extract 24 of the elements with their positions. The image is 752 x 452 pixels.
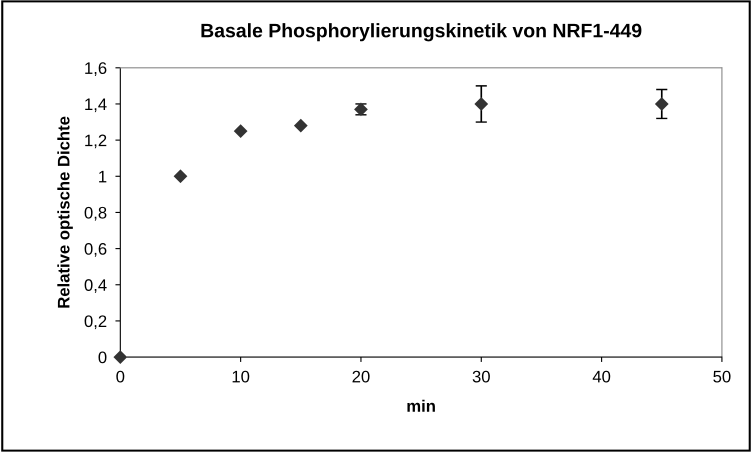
x-tick-label: 50 xyxy=(713,370,731,383)
y-tick-label: 1 xyxy=(99,170,106,182)
point xyxy=(114,350,127,364)
x-tick-label: 30 xyxy=(472,370,490,383)
point xyxy=(294,119,308,132)
x-tick-label: 20 xyxy=(352,370,370,383)
y-tick-label: 0,4 xyxy=(84,279,107,293)
y-axis-title: Relative optische Dichte xyxy=(57,116,73,308)
y-tick-label: 0 xyxy=(98,351,106,364)
chart-title: Basale Phosphorylierungskinetik von NRF1-449 xyxy=(201,23,642,42)
y-tick-label: 0,6 xyxy=(84,243,106,257)
y-tick-label: 0,8 xyxy=(84,206,106,221)
point xyxy=(474,97,488,111)
point xyxy=(655,97,668,111)
y-tick-label: 1,4 xyxy=(85,98,107,112)
x-tick-label: 0 xyxy=(116,370,124,383)
x-axis-title: min xyxy=(407,400,435,412)
y-tick-label: 1,2 xyxy=(85,134,106,148)
y-tick-label: 1,6 xyxy=(85,62,106,76)
x-tick-label: 40 xyxy=(592,370,610,383)
point xyxy=(174,170,188,183)
y-tick-label: 0,2 xyxy=(84,315,106,330)
x-tick-label: 10 xyxy=(232,370,250,383)
point xyxy=(234,124,248,138)
